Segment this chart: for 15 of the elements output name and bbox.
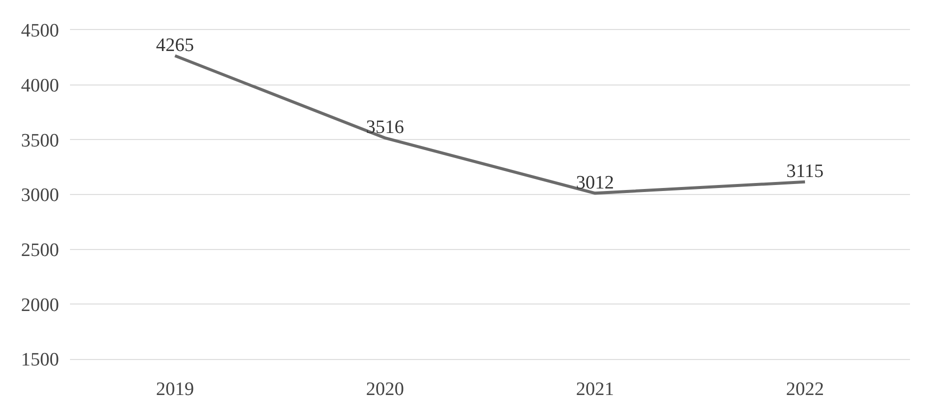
data-label: 3516: [366, 117, 404, 138]
data-label: 3012: [576, 172, 614, 194]
y-tick-label: 3000: [21, 185, 59, 206]
data-label: 3115: [786, 161, 824, 182]
x-tick-label: 2021: [576, 378, 614, 400]
y-tick-label: 2000: [21, 294, 59, 316]
x-tick-label: 2019: [156, 378, 194, 400]
y-tick-label: 1500: [21, 350, 59, 371]
y-tick-label: 2500: [21, 240, 59, 261]
y-tick-label: 4000: [21, 75, 59, 96]
y-tick-label: 3500: [21, 130, 59, 152]
x-tick-label: 2022: [786, 378, 824, 400]
x-tick-label: 2020: [366, 378, 404, 400]
data-label: 4265: [156, 35, 194, 56]
y-tick-label: 4500: [21, 20, 59, 42]
